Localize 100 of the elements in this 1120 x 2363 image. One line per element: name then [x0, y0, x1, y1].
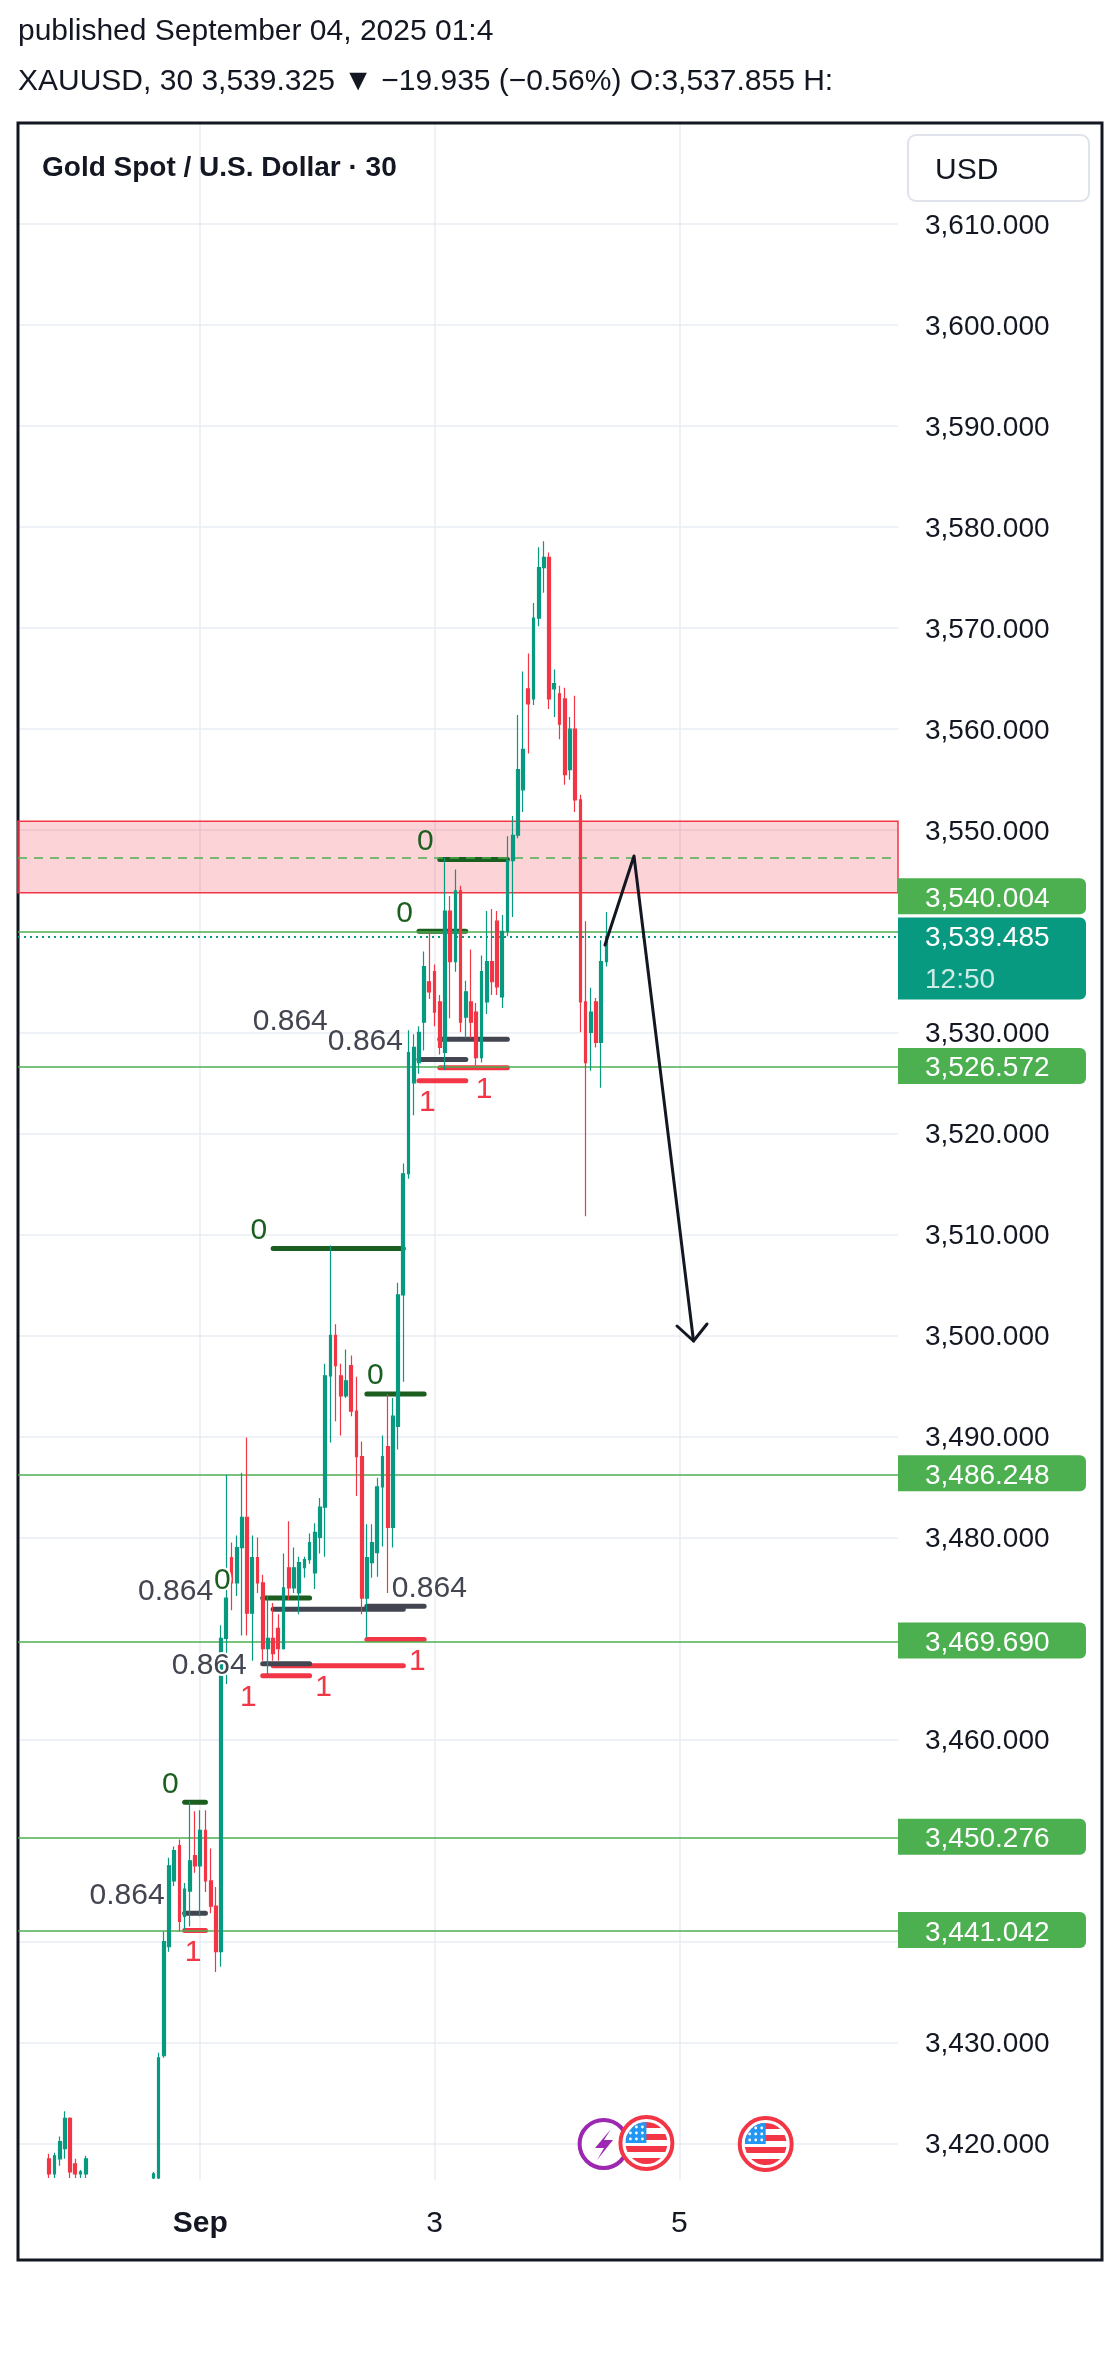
ref-line-label: 3,486.248: [925, 1458, 1050, 1490]
y-tick-label: 3,460.000: [925, 1724, 1050, 1755]
candlestick: [463, 980, 469, 1039]
candlestick: [364, 1523, 370, 1639]
candlestick: [479, 954, 484, 1064]
text: 0.864: [252, 1002, 328, 1036]
candlestick: [322, 1363, 328, 1558]
text: 1: [408, 1642, 426, 1676]
text: 1: [240, 1679, 257, 1713]
candlestick: [270, 1602, 276, 1662]
text: 1: [475, 1071, 493, 1105]
series-label: 0: [366, 1357, 384, 1391]
candlestick: [421, 950, 427, 1052]
candlestick: [151, 2171, 156, 2180]
series-label: 1: [315, 1669, 332, 1703]
y-tick-label: 3,420.000: [925, 2128, 1050, 2160]
series-label: 0: [250, 1211, 268, 1245]
ref-line-label: 3,539.485 12:50: [925, 920, 1050, 994]
y-axis-title: USD: [935, 151, 999, 185]
candlestick: [67, 2116, 73, 2179]
candlestick: [406, 1029, 411, 1180]
candlestick: [83, 2155, 89, 2179]
y-tick-label: 3,570.000: [925, 612, 1050, 644]
candlestick: [78, 2169, 83, 2179]
y-tick-label: 3,560.000: [925, 713, 1050, 745]
y-tick-label: 3,530.000: [925, 1016, 1050, 1048]
candlestick: [359, 1440, 365, 1615]
x-tick-label: 5: [670, 2204, 688, 2238]
candlestick: [489, 908, 495, 996]
candlestick: [177, 1838, 182, 1933]
candlestick: [374, 1477, 380, 1578]
series-label: 1: [184, 1933, 202, 1967]
candlestick: [192, 1810, 198, 1874]
text: 1: [418, 1084, 436, 1118]
candlestick: [426, 930, 432, 1000]
candlestick: [156, 2052, 161, 2180]
y-tick-label: 3,590.000: [925, 410, 1050, 442]
candlestick: [328, 1244, 333, 1444]
text: 0.864: [138, 1572, 214, 1606]
candlestick: [197, 1809, 203, 1917]
candlestick: [182, 1882, 187, 1931]
y-tick-label: 3,510.000: [925, 1218, 1050, 1250]
series-label: 0.864: [327, 1023, 403, 1057]
y-tick-label: 3,430.000: [925, 2027, 1050, 2059]
candlestick: [385, 1393, 391, 1594]
text: 0: [417, 823, 434, 857]
candlestick: [333, 1323, 338, 1422]
candlestick: [567, 716, 573, 781]
candlestick: [302, 1556, 307, 1579]
candlestick: [265, 1595, 271, 1676]
ref-line-label: 3,526.572: [925, 1051, 1050, 1083]
candlestick: [598, 939, 604, 1089]
series-label: 0.864: [391, 1569, 467, 1603]
y-tick-label: 3,480.000: [925, 1521, 1050, 1553]
candlestick: [432, 963, 437, 1027]
ref-line-label: 3,469.690: [925, 1626, 1050, 1658]
y-tick-label: 3,550.000: [925, 814, 1050, 846]
text: 0: [396, 894, 413, 928]
candlestick: [46, 2153, 52, 2179]
candlestick: [557, 685, 562, 740]
text: Gold Spot / U.S. Dollar · 30: [42, 150, 397, 182]
candlestick: [354, 1376, 359, 1497]
candlestick: [249, 1534, 255, 1662]
candlestick: [505, 835, 510, 937]
ref-line-label: 3,540.004: [925, 881, 1050, 913]
candlestick: [255, 1536, 260, 1594]
candlestick: [588, 987, 594, 1072]
candlestick: [343, 1348, 349, 1399]
candlestick: [52, 2152, 57, 2179]
candlestick: [551, 668, 557, 718]
candlestick: [307, 1532, 312, 1565]
candlestick: [286, 1520, 292, 1601]
candlestick: [229, 1541, 234, 1611]
candlestick: [546, 551, 552, 710]
candlestick: [578, 794, 583, 1033]
candlestick: [593, 997, 599, 1049]
candlestick: [442, 856, 448, 1071]
y-tick-label: 3,520.000: [925, 1117, 1050, 1149]
candlestick: [494, 910, 500, 996]
ref-line-label: 3,441.042: [925, 1915, 1050, 1947]
y-tick-label: 3,600.000: [925, 309, 1050, 341]
text: 0.864: [89, 1876, 165, 1910]
candlestick: [380, 1434, 385, 1548]
y-tick-label: 3,580.000: [925, 511, 1050, 543]
text: 0: [161, 1765, 179, 1799]
x-tick-label: Sep: [172, 2204, 228, 2238]
candlestick: [260, 1574, 266, 1662]
candlestick: [572, 695, 578, 813]
chart-subtitle: XAUUSD, 30 3,539.325 ▼ −19.935 (−0.56%) O:3,537.855 H:: [18, 62, 834, 96]
y-tick-label: 3,490.000: [925, 1420, 1050, 1452]
candlestick: [531, 602, 536, 706]
x-tick-label: 3: [426, 2204, 443, 2238]
candlestick: [239, 1472, 245, 1637]
candlestick: [187, 1800, 193, 1928]
candlestick: [437, 994, 443, 1056]
y-tick-label: 3,500.000: [925, 1319, 1050, 1351]
candlestick: [447, 895, 453, 1019]
text: published September 04, 2025 01:4: [18, 12, 494, 46]
candlestick: [348, 1354, 354, 1417]
y-tick-label: 3,610.000: [925, 208, 1050, 240]
